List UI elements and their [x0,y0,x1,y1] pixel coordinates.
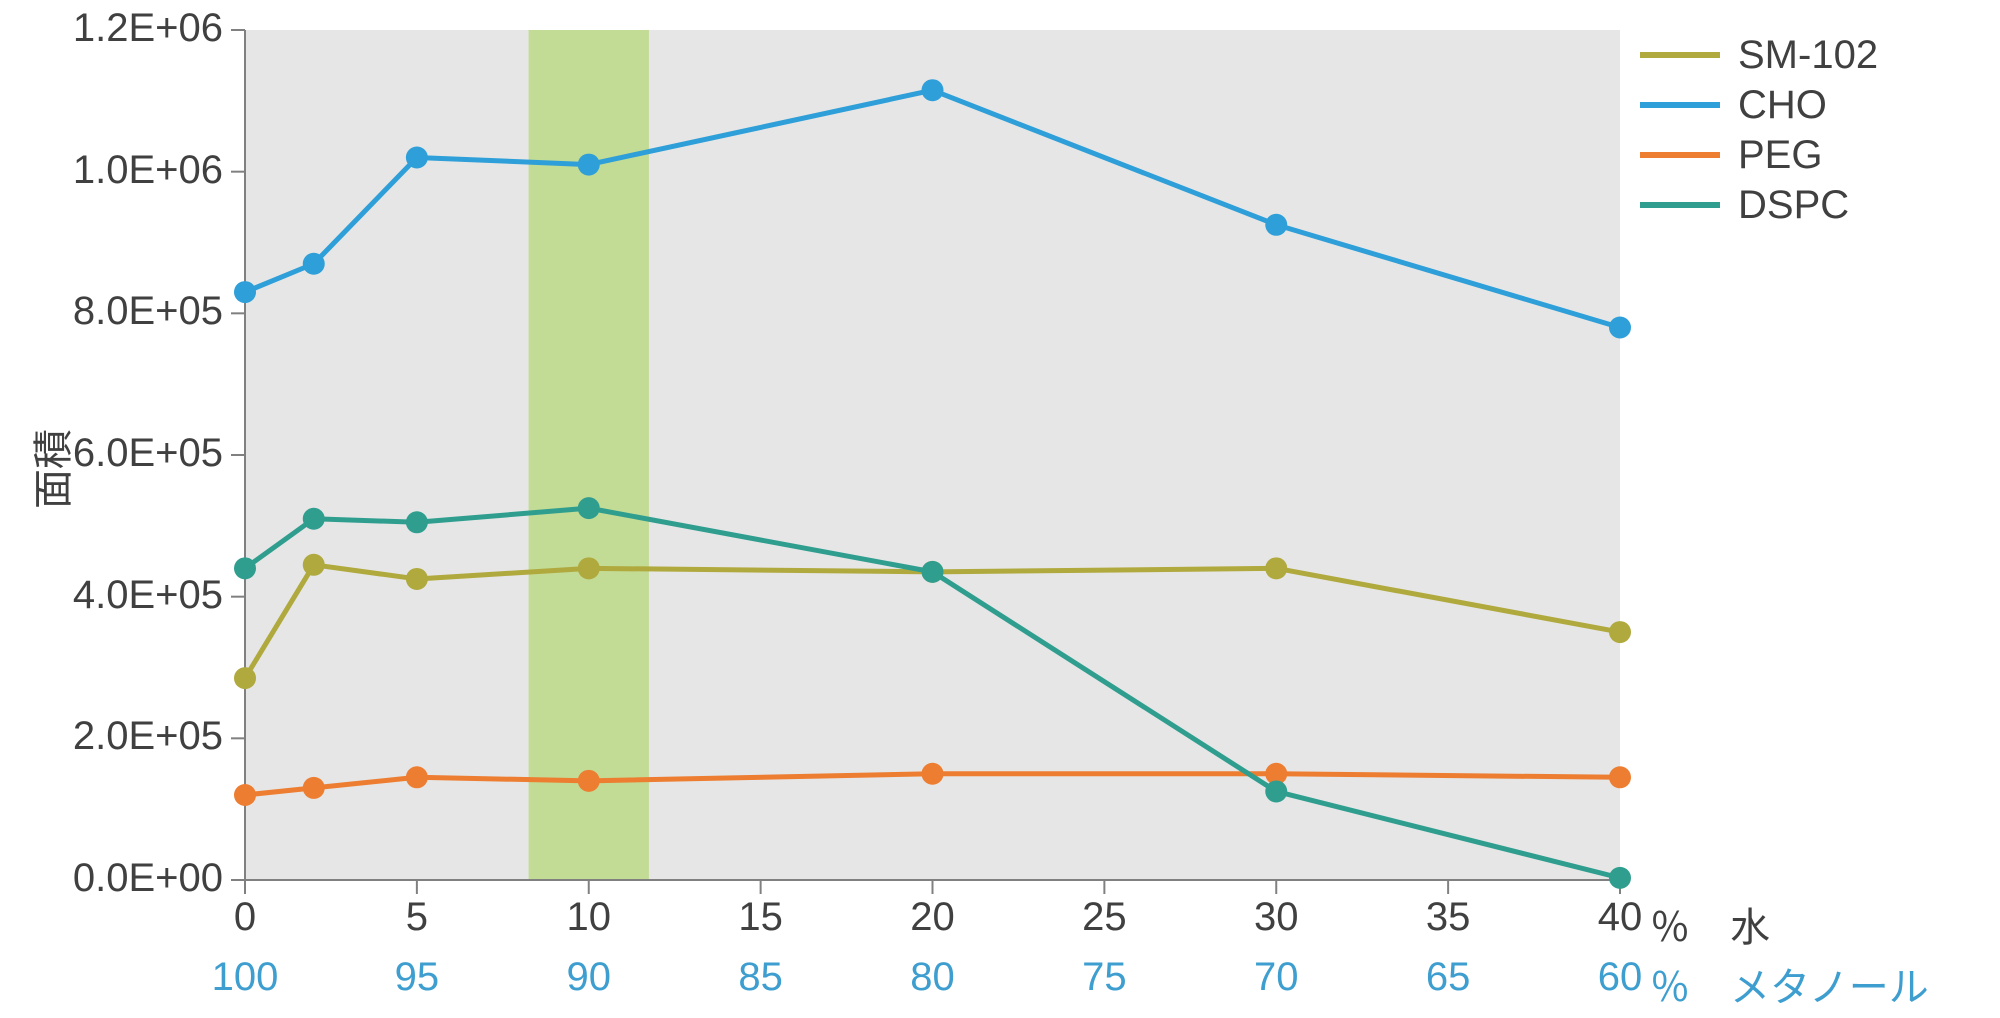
legend-label: SM-102 [1738,33,1878,78]
y-tick-label: 1.0E+06 [73,148,223,193]
x-tick-label: 25 [1082,895,1127,940]
x-tick-label-secondary: 70 [1254,955,1299,1000]
y-tick-label: 8.0E+05 [73,289,223,334]
x-tick-label-secondary: 90 [567,955,612,1000]
legend-item-peg: PEG [1640,130,1878,180]
y-tick-label: 1.2E+06 [73,6,223,51]
x-tick-label: 30 [1254,895,1299,940]
legend-swatch [1640,102,1720,108]
legend-swatch [1640,152,1720,158]
legend-swatch [1640,52,1720,58]
legend-label: DSPC [1738,183,1849,228]
x-tick-label-secondary: 85 [738,955,783,1000]
y-tick-label: 2.0E+05 [73,714,223,759]
y-tick-label: 6.0E+05 [73,431,223,476]
x-tick-label: 20 [910,895,955,940]
x-tick-label: 35 [1426,895,1471,940]
legend-swatch [1640,202,1720,208]
y-tick-label: 0.0E+00 [73,856,223,901]
y-tick-label: 4.0E+05 [73,573,223,618]
y-axis-label: 面積 [21,419,79,519]
legend-item-dspc: DSPC [1640,180,1878,230]
x-tick-label-secondary: 100 [212,955,279,1000]
legend-item-cho: CHO [1640,80,1878,130]
x-tick-label-secondary: 80 [910,955,955,1000]
x-axis1-unit: ％ [1650,895,1690,953]
x-axis1-label: 水 [1730,895,1770,953]
legend: SM-102 CHO PEG DSPC [1640,30,1878,230]
x-tick-label-secondary: 95 [395,955,440,1000]
x-axis2-unit: ％ [1650,955,1690,1013]
x-tick-label: 0 [234,895,256,940]
x-tick-label-secondary: 60 [1598,955,1643,1000]
x-tick-label: 5 [406,895,428,940]
x-axis2-label: メタノール [1730,955,1929,1013]
x-tick-label-secondary: 75 [1082,955,1127,1000]
x-tick-label: 15 [738,895,783,940]
line-chart: 面積 0.0E+00 2.0E+05 4.0E+05 6.0E+05 8.0E+05 1.… [0,0,2000,1018]
x-tick-label: 10 [567,895,612,940]
legend-label: PEG [1738,133,1822,178]
legend-label: CHO [1738,83,1827,128]
x-tick-label: 40 [1598,895,1643,940]
x-tick-label-secondary: 65 [1426,955,1471,1000]
legend-item-sm102: SM-102 [1640,30,1878,80]
